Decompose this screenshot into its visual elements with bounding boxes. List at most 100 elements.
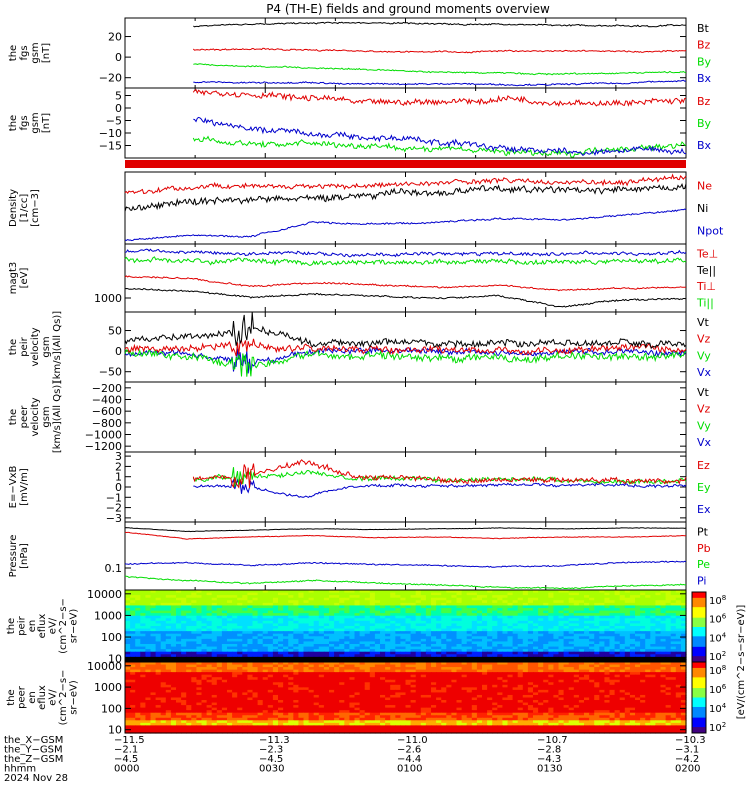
spectrogram-cell	[660, 662, 667, 666]
spectrogram-cell	[604, 692, 611, 696]
spectrogram-cell	[655, 628, 662, 632]
spectrogram-cell	[640, 633, 646, 637]
spectrogram-cell	[181, 677, 187, 681]
spectrogram-cell	[272, 679, 279, 683]
spectrogram-cell	[680, 687, 687, 691]
spectrogram-cell	[313, 644, 320, 648]
spectrogram-cell	[660, 672, 667, 676]
spectrogram-cell	[543, 620, 549, 625]
spectrogram-cell	[635, 623, 641, 627]
spectrogram-cell	[211, 672, 218, 676]
spectrogram-cell	[272, 605, 279, 609]
spectrogram-cell	[619, 602, 626, 607]
spectrogram-cell	[221, 662, 228, 666]
spectrogram-cell	[512, 631, 519, 635]
spectrogram-cell	[584, 636, 590, 640]
spectrogram-cell	[318, 682, 325, 686]
spectrogram-cell	[553, 592, 560, 596]
legend-label-vy: Vy	[697, 419, 711, 432]
spectrogram-cell	[227, 654, 233, 658]
spectrogram-cell	[522, 644, 529, 648]
spectrogram-cell	[497, 684, 503, 688]
spectrogram-cell	[573, 608, 580, 612]
spectrogram-cell	[461, 618, 468, 622]
spectrogram-cell	[359, 600, 366, 604]
spectrogram-cell	[339, 602, 345, 607]
spectrogram-cell	[339, 608, 345, 612]
spectrogram-cell	[374, 684, 381, 688]
spectrogram-cell	[482, 600, 488, 604]
spectrogram-cell	[507, 646, 514, 650]
spectrogram-cell	[395, 649, 401, 653]
spectrogram-cell	[323, 682, 330, 686]
spectrogram-cell	[578, 628, 585, 632]
spectrogram-cell	[181, 697, 187, 701]
spectrogram-cell	[415, 687, 422, 691]
spectrogram-cell	[609, 651, 616, 655]
spectrogram-cell	[267, 692, 274, 696]
spectrogram-cell	[400, 649, 407, 653]
spectrogram-cell	[507, 615, 514, 619]
spectrogram-cell	[380, 641, 386, 645]
spectrogram-cell	[670, 649, 677, 653]
spectrogram-cell	[293, 667, 299, 671]
spectrogram-cell	[502, 659, 509, 663]
spectrogram-cell	[629, 592, 636, 596]
spectrogram-cell	[487, 662, 493, 666]
spectrogram-cell	[538, 664, 544, 668]
spectrogram-cell	[170, 656, 177, 661]
spectrogram-cell	[257, 628, 264, 632]
spectrogram-cell	[196, 620, 203, 625]
spectrogram-cell	[563, 600, 570, 604]
spectrogram-cell	[466, 679, 473, 683]
spectrogram-cell	[619, 656, 626, 661]
spectrogram-cell	[374, 669, 381, 673]
spectrogram-cell	[288, 684, 294, 688]
spectrogram-cell	[369, 692, 376, 696]
spectrogram-cell	[619, 597, 626, 601]
spectrogram-cell	[543, 602, 549, 607]
spectrogram-cell	[573, 679, 580, 683]
spectrogram-cell	[650, 677, 656, 681]
spectrogram-cell	[257, 662, 264, 666]
spectrogram-cell	[329, 646, 335, 650]
spectrogram-cell	[196, 631, 203, 635]
spectrogram-cell	[390, 659, 396, 663]
spectrogram-cell	[466, 602, 473, 607]
spectrogram-cell	[145, 628, 152, 632]
spectrogram-cell	[211, 633, 218, 637]
spectrogram-cell	[196, 595, 203, 599]
spectrogram-cell	[558, 597, 565, 601]
spectrogram-cell	[522, 636, 529, 640]
spectrogram-cell	[425, 662, 432, 666]
spectrogram-cell	[369, 613, 376, 617]
spectrogram-cell	[420, 590, 427, 594]
spectrogram-cell	[191, 602, 197, 607]
spectrogram-cell	[645, 684, 651, 688]
spectrogram-cell	[522, 590, 529, 594]
spectrogram-cell	[227, 677, 233, 681]
spectrogram-cell	[165, 626, 172, 630]
spectrogram-cell	[670, 597, 677, 601]
spectrogram-cell	[242, 669, 248, 673]
spectrogram-cell	[155, 615, 162, 619]
spectrogram-cell	[257, 646, 264, 650]
spectrogram-cell	[497, 667, 503, 671]
spectrogram-cell	[660, 605, 667, 609]
spectrogram-cell	[237, 664, 243, 668]
spectrogram-cell	[543, 669, 549, 673]
spectrogram-cell	[252, 610, 259, 614]
spectrogram-cell	[553, 626, 560, 630]
spectrogram-cell	[374, 595, 381, 599]
spectrogram-cell	[293, 633, 299, 637]
spectrogram-cell	[385, 620, 391, 625]
spectrogram-cell	[629, 646, 636, 650]
spectrogram-cell	[482, 672, 488, 676]
spectrogram-cell	[650, 656, 656, 661]
spectrogram-cell	[650, 626, 656, 630]
spectrogram-cell	[334, 646, 340, 650]
spectrogram-cell	[635, 597, 641, 601]
spectrogram-cell	[257, 626, 264, 630]
spectrogram-cell	[374, 654, 381, 658]
